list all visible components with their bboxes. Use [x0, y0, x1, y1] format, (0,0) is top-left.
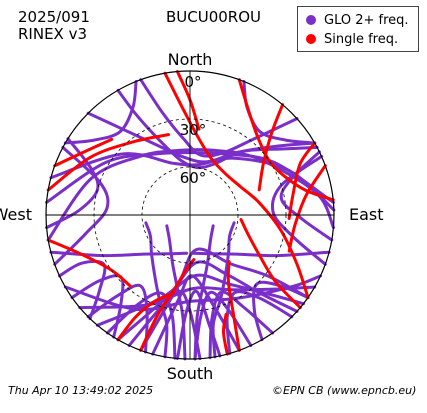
glo-track-3 — [116, 88, 319, 170]
legend: GLO 2+ freq. Single freq. — [297, 6, 419, 52]
glo-track-2 — [49, 152, 336, 212]
single-track-7 — [287, 141, 317, 220]
glo-track-26 — [63, 80, 138, 145]
glo-track-25 — [279, 150, 334, 242]
legend-swatch-glo — [306, 15, 316, 25]
format-label: RINEX v3 — [18, 25, 88, 43]
date-label: 2025/091 — [18, 8, 90, 26]
footer-credit: ©EPN CB (www.epncb.eu) — [272, 384, 417, 397]
direction-label-north: North — [168, 50, 213, 69]
glo-track-32 — [49, 250, 189, 258]
elevation-label-30: 30° — [180, 121, 207, 139]
glo-track-30 — [165, 224, 187, 361]
single-track-6 — [257, 103, 285, 192]
glo-track-4 — [86, 111, 317, 164]
single-track-2 — [46, 238, 132, 288]
legend-label-glo: GLO 2+ freq. — [324, 13, 409, 28]
single-track-1 — [53, 137, 114, 168]
direction-label-west: West — [0, 205, 32, 224]
glo-track-5 — [139, 78, 299, 158]
legend-label-single: Single freq. — [324, 32, 399, 47]
glo-track-33 — [191, 250, 331, 258]
glo-track-15 — [86, 283, 149, 354]
glo-track-23 — [252, 280, 310, 342]
glo-track-29 — [211, 221, 236, 359]
tracks-layer — [45, 70, 336, 361]
glo-track-28 — [144, 221, 169, 359]
frame-layer — [45, 70, 335, 360]
single-track-0 — [46, 133, 170, 192]
footer-timestamp: Thu Apr 10 13:49:02 2025 — [8, 384, 154, 397]
station-title: BUCU00ROU — [166, 8, 262, 26]
elevation-label-0: 0° — [184, 73, 201, 91]
single-track-8 — [287, 164, 327, 253]
elevation-label-60: 60° — [180, 169, 207, 187]
single-track-3 — [139, 258, 196, 352]
single-track-11 — [221, 312, 229, 356]
single-track-9 — [239, 218, 302, 310]
labels-layer: North East South West 0° 30° 60° — [0, 50, 384, 383]
single-track-13 — [237, 78, 335, 202]
glo-track-14 — [105, 291, 177, 360]
direction-label-east: East — [349, 205, 384, 224]
legend-swatch-single — [306, 34, 316, 44]
direction-label-south: South — [167, 364, 214, 383]
glo-track-11 — [151, 274, 241, 356]
single-track-10 — [226, 260, 241, 352]
single-track-4 — [116, 291, 175, 342]
glo-track-18 — [53, 145, 110, 266]
glo-track-31 — [193, 224, 215, 361]
glo-track-20 — [225, 290, 294, 355]
